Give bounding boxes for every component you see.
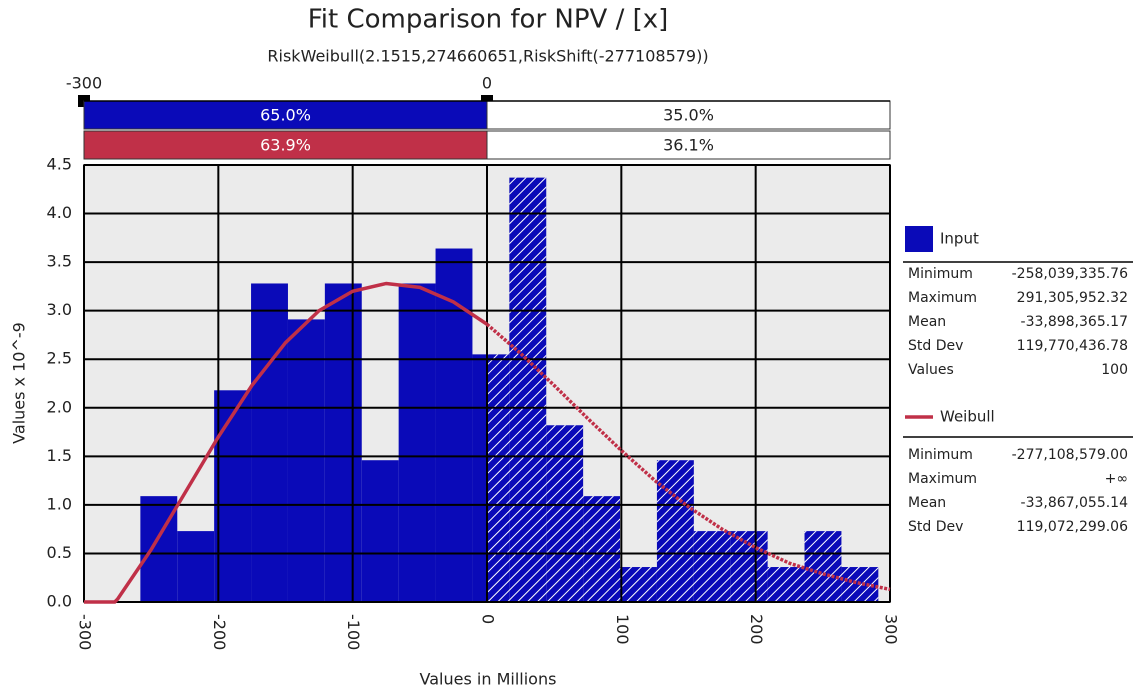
fit-curve [84,281,488,604]
y-tick-label: 4.0 [47,203,72,222]
delimiter-value: 63.9% [260,136,311,155]
stat-label: Maximum [908,290,977,306]
y-tick-label: 2.5 [47,349,72,368]
stat-value: 119,072,299.06 [1017,519,1128,535]
stat-value: -277,108,579.00 [1012,447,1128,463]
stat-label: Minimum [908,447,973,463]
delimiter-label: -300 [66,74,102,93]
y-tick-label: 0.5 [47,543,72,562]
stat-label: Mean [908,314,946,330]
chart-subtitle: RiskWeibull(2.1515,274660651,RiskShift(-… [267,47,708,66]
chart-title: Fit Comparison for NPV / [x] [308,5,669,35]
stat-value: -258,039,335.76 [1012,266,1128,282]
delimiter-bar [83,130,488,160]
fit-curve [485,322,891,592]
x-axis-label: Values in Millions [420,670,557,689]
legend-label: Input [940,230,979,248]
delimiter-bar [83,100,488,130]
stat-value: 100 [1101,362,1128,378]
delimiter-bar [486,130,891,160]
delimiter-bar [486,100,891,130]
x-tick-label: 200 [747,614,766,645]
stat-label: Maximum [908,471,977,487]
y-axis-label: Values x 10^-9 [10,322,29,444]
stat-value: -33,867,055.14 [1021,495,1129,511]
x-tick-label: 100 [613,614,632,645]
stat-value: +∞ [1105,471,1128,487]
legend-swatch [905,226,933,252]
y-tick-label: 4.5 [47,155,72,174]
x-tick-label: 0 [479,614,498,624]
stat-label: Std Dev [908,338,963,354]
stat-value: -33,898,365.17 [1021,314,1128,330]
delimiter-label: 0 [482,74,492,93]
x-tick-label: -200 [210,614,229,650]
y-tick-label: 2.0 [47,397,72,416]
y-tick-label: 1.5 [47,446,72,465]
delimiter-value: 65.0% [260,106,311,125]
plot-frame [83,164,891,603]
stat-label: Minimum [908,266,973,282]
bar [251,283,288,602]
bar [177,531,215,602]
stat-label: Mean [908,495,946,511]
stat-value: 291,305,952.32 [1017,290,1128,306]
y-tick-label: 0.0 [47,592,72,611]
stat-label: Values [908,362,954,378]
delimiter-value: 36.1% [663,136,714,155]
x-tick-label: -100 [344,614,363,650]
stat-value: 119,770,436.78 [1017,338,1128,354]
bar [398,283,436,602]
y-tick-label: 3.5 [47,252,72,271]
bar [361,460,399,602]
stat-label: Std Dev [908,519,963,535]
legend-label: Weibull [940,408,995,426]
y-tick-label: 1.0 [47,494,72,513]
bar [435,248,473,602]
delimiter-value: 35.0% [663,106,714,125]
bar [214,390,252,602]
x-tick-label: 300 [882,614,901,645]
bar [324,283,362,602]
y-tick-label: 3.0 [47,300,72,319]
bar [287,319,325,602]
x-tick-label: -300 [76,614,95,650]
